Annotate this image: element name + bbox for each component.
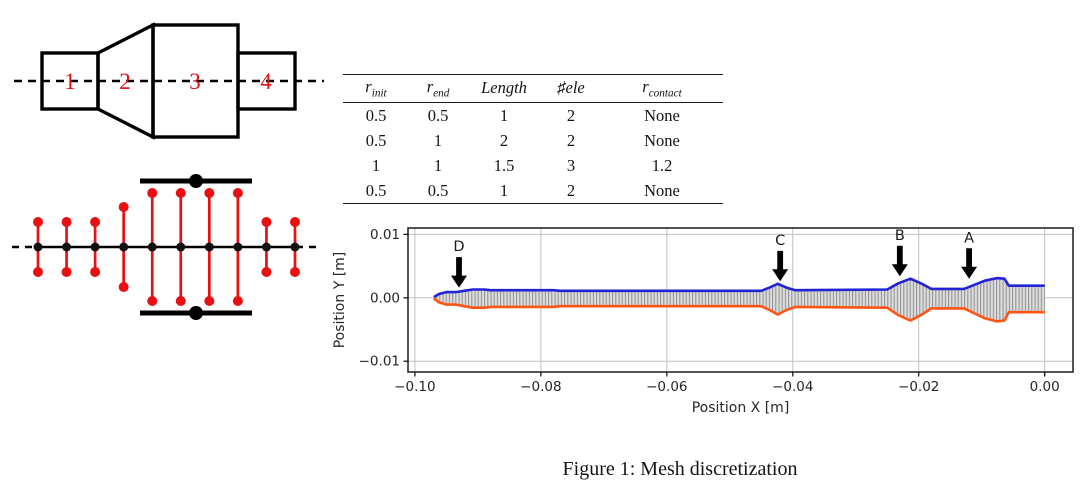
axes-spines: [407, 227, 1074, 373]
annotation-arrow-A-icon: [961, 248, 978, 279]
table-cell: 1: [371, 155, 381, 175]
x-tick-label: −0.04: [772, 379, 813, 395]
table-cell: 1.2: [651, 155, 673, 175]
segment-label-4: 4: [260, 69, 272, 94]
mesh-plot: −0.10 −0.08 −0.06 −0.04 −0.02 0.00 −0.01 0.00 0.…: [332, 227, 1074, 416]
table-row: 0.5 0.5 1 2 None: [343, 103, 723, 129]
table-cell: 0.5: [427, 180, 449, 200]
centerline-node: [261, 242, 271, 252]
spoke-end-node-bottom: [175, 296, 186, 306]
x-tick-label: −0.08: [520, 379, 561, 395]
y-tick-label: −0.01: [359, 354, 400, 370]
spoke-end-node-bottom: [261, 267, 272, 277]
profile-sketch: 1 2 3 4: [14, 22, 324, 140]
x-axis-label: Position X [m]: [692, 400, 790, 416]
figure-caption: Figure 1: Mesh discretization: [562, 458, 798, 480]
centerline-node: [204, 242, 214, 252]
table-cell: 1.5: [493, 155, 515, 175]
spoke-end-node-top: [118, 202, 129, 212]
x-tick-label: 0.00: [1030, 379, 1060, 395]
mesh-bottom-boundary: [433, 297, 1045, 323]
spoke-end-node-top: [175, 188, 186, 198]
parameters-table: rinit rend Length ♯ele rcontact 0.5 0.5 1 2 None…: [343, 74, 723, 205]
annotation-arrow-D-icon: [451, 257, 468, 288]
parameters-table-head: rinit rend Length ♯ele rcontact: [343, 74, 723, 104]
table-cell: 0.5: [365, 105, 387, 125]
table-cell: 2: [566, 180, 576, 200]
spoke-group: [33, 188, 300, 306]
spoke-end-node-top: [290, 217, 300, 227]
header-row: rinit rend Length ♯ele rcontact: [343, 74, 723, 104]
spoke-end-node-bottom: [61, 267, 72, 277]
spoke-end-node-bottom: [204, 296, 215, 306]
centerline-node: [147, 242, 157, 252]
x-tick-label: −0.06: [646, 379, 687, 395]
annotation-label-A: A: [964, 230, 974, 246]
annotation-label-D: D: [453, 239, 464, 255]
y-tick-label: 0.00: [370, 290, 400, 306]
spoke-end-node-top: [90, 217, 101, 227]
contact-bar-top-node: [189, 174, 203, 188]
x-tick-label: −0.02: [898, 379, 939, 395]
spoke-end-node-top: [33, 217, 43, 227]
spoke-end-node-bottom: [147, 296, 158, 306]
centerline-node: [119, 242, 129, 252]
mesh-region: [433, 278, 1045, 322]
spoke-end-node-bottom: [118, 282, 129, 292]
table-cell: 0.5: [365, 180, 387, 200]
table-row: 0.5 0.5 1 2 None: [343, 178, 723, 204]
table-cell: None: [644, 180, 680, 200]
segment-4-shape: [236, 51, 297, 111]
col-header: Length: [467, 74, 541, 104]
spoke-end-node-top: [261, 217, 272, 227]
segment-label-2: 2: [119, 69, 131, 94]
table-cell: 1: [499, 180, 509, 200]
col-header: ♯ele: [541, 74, 601, 104]
spoke-end-node-bottom: [232, 296, 243, 306]
centerline-node: [33, 242, 43, 252]
spoke-end-node-bottom: [90, 267, 101, 277]
table-row: 0.5 1 2 2 None: [343, 128, 723, 153]
parameters-table-body: 0.5 0.5 1 2 None 0.5 1 2 2 None 1 1 1.5 3 1.2 0.5 0.5 1 2 N…: [343, 103, 723, 204]
col-header: rinit: [343, 74, 409, 104]
segment-label-1: 1: [64, 69, 76, 94]
centerline-node: [62, 242, 72, 252]
contact-bar-bottom-node: [189, 306, 203, 320]
segment-label-3: 3: [189, 69, 201, 94]
table-cell: None: [644, 105, 680, 125]
centerline-node: [233, 242, 243, 252]
table-cell: None: [644, 130, 680, 150]
table-cell: 1: [433, 130, 443, 150]
annotation-label-C: C: [775, 233, 785, 249]
table-cell: 1: [433, 155, 443, 175]
col-header: rend: [409, 74, 467, 104]
spoke-end-node-bottom: [290, 267, 300, 277]
col-header: rcontact: [601, 74, 723, 104]
table-cell: 0.5: [427, 105, 449, 125]
table-cell: 0.5: [365, 130, 387, 150]
y-tick-label: 0.01: [370, 227, 400, 243]
mesh-top-boundary: [433, 276, 1045, 299]
table-cell: 2: [566, 130, 576, 150]
spoke-end-node-bottom: [33, 267, 43, 277]
annotation-label-B: B: [895, 228, 905, 244]
spoke-end-node-top: [147, 188, 158, 198]
table-cell: 2: [499, 130, 509, 150]
annotation-arrow-C-icon: [772, 250, 789, 282]
annotation-arrow-B-icon: [891, 245, 908, 277]
table-cell: 2: [566, 105, 576, 125]
centerline-node: [290, 242, 300, 252]
y-axis-label: Position Y [m]: [332, 252, 348, 349]
spoke-end-node-top: [61, 217, 72, 227]
centerline-node: [176, 242, 186, 252]
table-cell: 3: [566, 155, 576, 175]
table-cell: 1: [499, 105, 509, 125]
table-row: 1 1 1.5 3 1.2: [343, 153, 723, 178]
spoke-end-node-top: [204, 188, 215, 198]
mesh-discretization-sketch: [12, 174, 321, 320]
spoke-end-node-top: [232, 188, 243, 198]
centerline-node: [90, 242, 100, 252]
x-tick-label: −0.10: [394, 379, 435, 395]
